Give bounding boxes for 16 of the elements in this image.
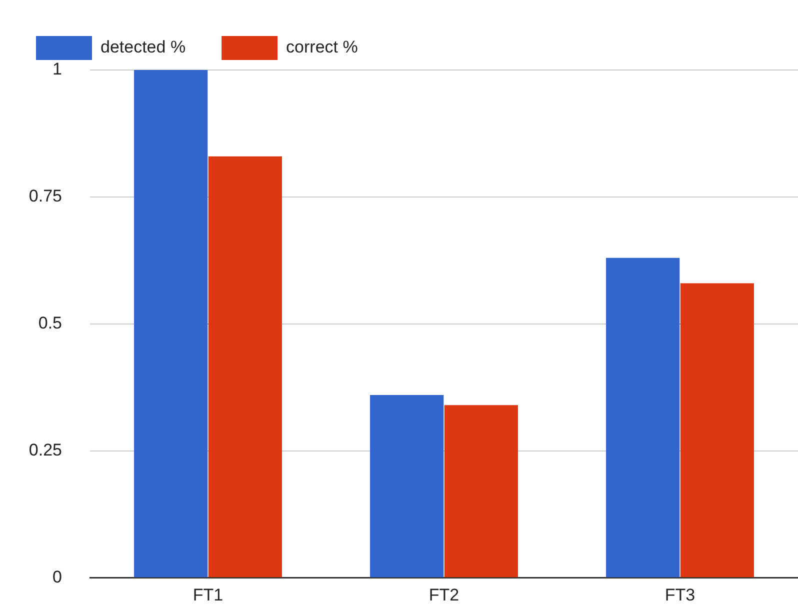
x-tick-label: FT3	[664, 586, 696, 605]
bar	[134, 70, 208, 578]
y-tick-label: 1	[52, 60, 62, 79]
bar	[444, 405, 518, 578]
x-tick-label: FT2	[428, 586, 460, 605]
bar	[680, 283, 754, 578]
x-tick-label: FT1	[192, 586, 224, 605]
bar	[208, 156, 282, 578]
y-tick-label: 0	[52, 567, 62, 586]
y-tick-label: 0.75	[28, 186, 62, 206]
y-tick-label: 0.25	[28, 440, 62, 460]
legend-label: correct %	[286, 38, 358, 57]
legend-label: detected %	[100, 38, 186, 57]
y-tick-label: 0.5	[38, 314, 62, 333]
bar	[606, 258, 680, 578]
bar	[370, 394, 444, 578]
